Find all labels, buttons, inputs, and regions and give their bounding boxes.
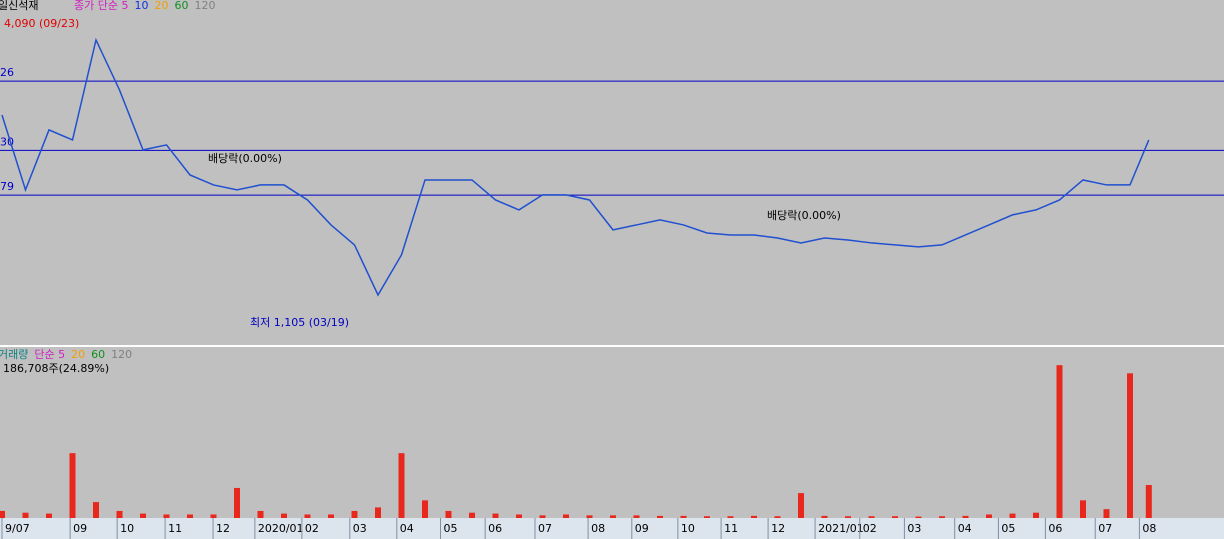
volume-bar: [727, 516, 734, 518]
volume-bar: [1033, 512, 1039, 518]
volume-bar: [281, 513, 287, 518]
volume-bar: [116, 510, 123, 518]
x-tick-label: 10: [120, 522, 134, 535]
x-tick-label: 02: [863, 522, 877, 535]
x-tick-label: 04: [958, 522, 972, 535]
volume-bar: [915, 516, 922, 518]
volume-bar: [821, 515, 828, 518]
legend-entry: 120: [194, 0, 215, 12]
legend-entry: 20: [154, 0, 168, 12]
reference-label: 30: [0, 135, 14, 148]
volume-bar: [586, 515, 593, 518]
x-tick-label: 2020/01: [258, 522, 304, 535]
volume-bar: [187, 514, 193, 518]
volume-bar: [1103, 509, 1110, 518]
x-tick-label: 12: [216, 522, 230, 535]
volume-bar: [422, 500, 428, 518]
volume-bar: [539, 515, 546, 518]
reference-label: 79: [0, 180, 14, 193]
volume-bar: [257, 510, 264, 518]
legend-entry: 종가 단순 5: [74, 0, 128, 12]
volume-bar: [962, 515, 969, 518]
volume-bar: [140, 513, 146, 518]
volume-bar: [1009, 513, 1016, 518]
volume-bar: [210, 514, 217, 518]
x-tick-label: 06: [1048, 522, 1062, 535]
volume-bar: [798, 493, 804, 518]
volume-bar: [680, 515, 687, 518]
x-tick-label: 03: [907, 522, 921, 535]
x-tick-label: 08: [1142, 522, 1156, 535]
volume-bar: [751, 515, 757, 518]
price-line: [1, 37, 1150, 297]
volume-bar: [845, 516, 851, 518]
x-tick-label: 05: [444, 522, 458, 535]
x-tick-label: 11: [168, 522, 182, 535]
volume-bar: [93, 502, 99, 518]
volume-bar: [1127, 373, 1133, 518]
volume-bar: [939, 516, 945, 518]
x-tick-label: 09: [635, 522, 649, 535]
volume-bar: [1080, 500, 1086, 518]
volume-bar: [46, 513, 52, 518]
volume-bar: [0, 510, 5, 518]
volume-bar: [234, 487, 240, 518]
volume-bar: [69, 453, 76, 518]
legend-entry: 60: [91, 348, 105, 361]
x-tick-label: 03: [353, 522, 367, 535]
volume-bar: [163, 514, 170, 518]
x-tick-label: 06: [488, 522, 502, 535]
legend-entry: 거래량: [0, 348, 28, 361]
volume-bar: [868, 516, 875, 518]
x-tick-label: 07: [1098, 522, 1112, 535]
volume-bar: [633, 515, 640, 518]
volume-title: 186,708주(24.89%): [3, 362, 109, 375]
volume-bar: [610, 515, 616, 518]
volume-bar: [1145, 485, 1152, 518]
x-tick-label: 07: [538, 522, 552, 535]
volume-bar: [986, 514, 992, 518]
reference-label: 26: [0, 66, 14, 79]
x-tick-label: 05: [1001, 522, 1015, 535]
x-tick-label: 02: [305, 522, 319, 535]
volume-bar: [492, 513, 499, 518]
annotation: 배당락(0.00%): [208, 152, 282, 165]
legend-entry: 60: [174, 0, 188, 12]
annotation: 4,090 (09/23): [4, 17, 79, 30]
x-tick-label: 09: [73, 522, 87, 535]
annotation: 배당락(0.00%): [767, 209, 841, 222]
volume-bar: [445, 510, 452, 518]
volume-bar: [22, 512, 29, 518]
volume-bar: [375, 507, 381, 518]
x-tick-label: 11: [724, 522, 738, 535]
x-tick-label: 9/07: [5, 522, 30, 535]
volume-bar: [328, 514, 334, 518]
volume-bar: [351, 510, 358, 518]
volume-bar: [704, 516, 710, 518]
chart-title: 일신석재: [0, 0, 38, 12]
volume-bar: [516, 514, 522, 518]
x-tick-label: 10: [681, 522, 695, 535]
x-tick-label: 12: [771, 522, 785, 535]
volume-bar: [1056, 365, 1063, 518]
volume-bar: [892, 516, 898, 518]
volume-bar: [469, 512, 475, 518]
annotation: 최저 1,105 (03/19): [250, 316, 349, 329]
volume-bar: [774, 516, 781, 518]
x-tick-label: 04: [400, 522, 414, 535]
volume-bar: [304, 514, 311, 518]
volume-bar: [398, 453, 405, 518]
volume-bar: [657, 515, 663, 518]
x-tick-label: 2021/01: [818, 522, 864, 535]
legend-entry: 120: [111, 348, 132, 361]
legend-entry: 10: [134, 0, 148, 12]
x-axis-bar: [0, 518, 1224, 539]
volume-bar: [563, 514, 569, 518]
x-tick-label: 08: [591, 522, 605, 535]
legend-entry: 20: [71, 348, 85, 361]
legend-entry: 단순 5: [34, 348, 65, 361]
